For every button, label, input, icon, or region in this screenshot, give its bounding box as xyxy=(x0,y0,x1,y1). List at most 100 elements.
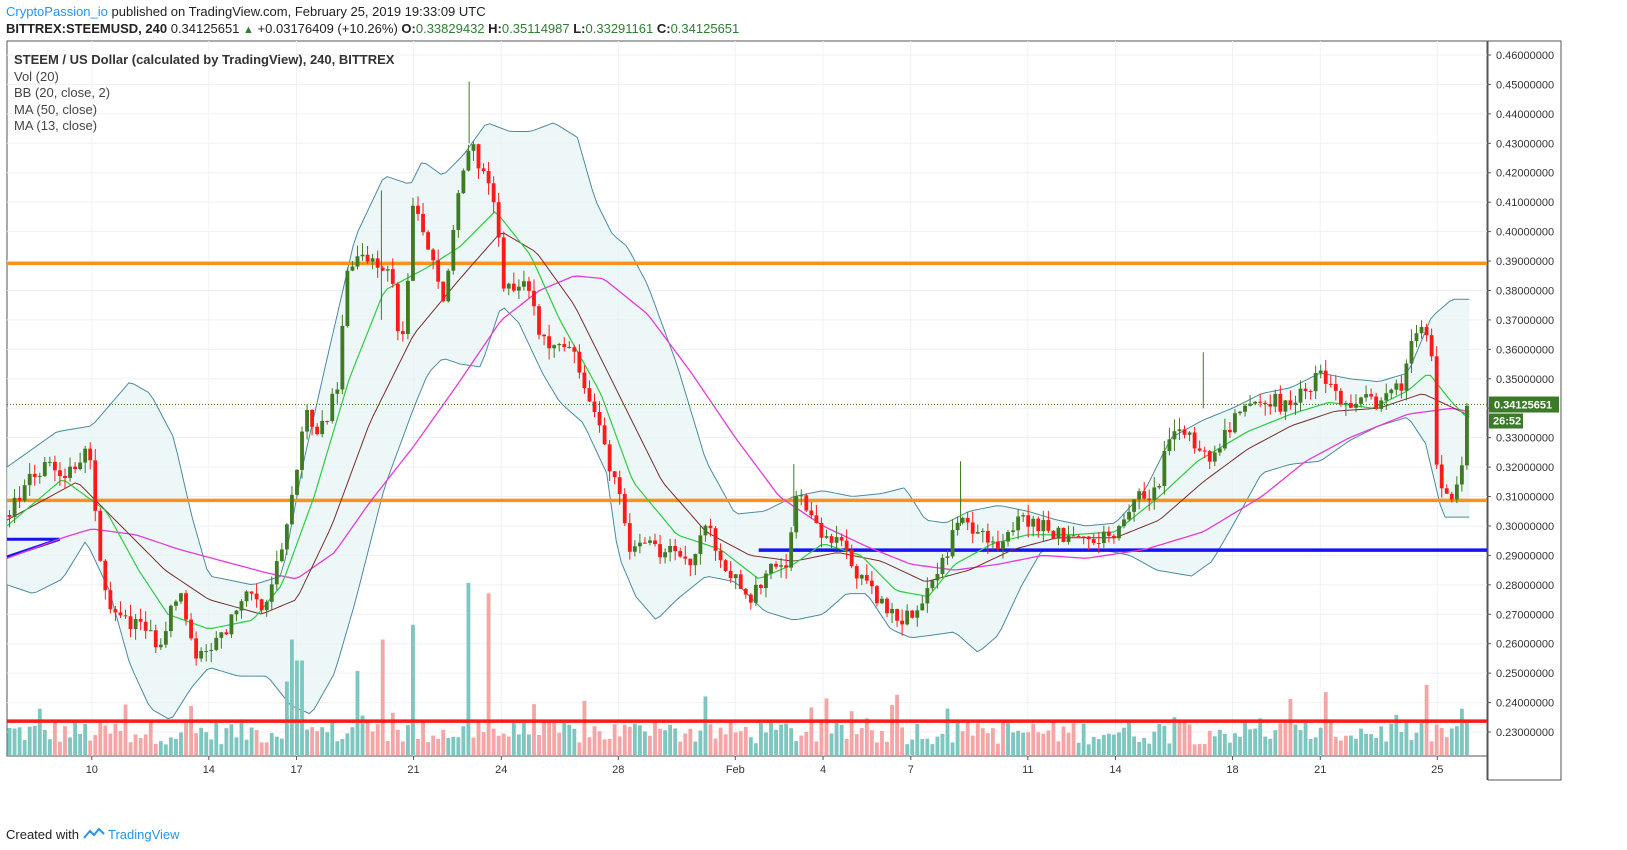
candle-body xyxy=(648,540,652,543)
candle-body xyxy=(683,556,688,559)
volume-bar xyxy=(733,732,738,755)
volume-bar xyxy=(1101,734,1106,755)
volume-bar xyxy=(426,742,431,755)
candle-body xyxy=(168,605,173,632)
volume-bar xyxy=(1429,741,1434,755)
candles xyxy=(7,81,1469,666)
candle-body xyxy=(1147,498,1152,500)
candle-body xyxy=(1031,518,1036,527)
volume-bar xyxy=(1006,722,1010,755)
volume-bar xyxy=(673,728,678,755)
candle-body xyxy=(1011,530,1015,533)
candle-body xyxy=(7,514,12,517)
candle-body xyxy=(940,557,945,574)
countdown-tag-text: 26:52 xyxy=(1493,416,1521,428)
candle-body xyxy=(804,495,809,511)
x-tick-label: 11 xyxy=(1022,764,1033,776)
volume-bar xyxy=(738,731,743,755)
candle-body xyxy=(290,494,294,525)
volume-bar xyxy=(405,725,410,755)
volume-bar xyxy=(78,733,83,755)
candle-body xyxy=(63,475,67,478)
volume-bar xyxy=(1273,730,1278,755)
volume-bar xyxy=(1021,732,1026,755)
candle-body xyxy=(491,183,496,203)
volume-bar xyxy=(163,744,168,755)
candle-body xyxy=(1449,493,1454,500)
price-chart[interactable]: 0.46000000 0.45000000 0.44000000 0.43000000… xyxy=(0,38,1627,798)
volume-bar xyxy=(27,726,32,755)
candle-body xyxy=(930,580,935,589)
volume-bar xyxy=(1459,708,1464,755)
candle-body xyxy=(209,649,214,652)
candle-body xyxy=(264,601,269,611)
candle-body xyxy=(58,470,62,476)
legend-bb[interactable]: BB (20, close, 2) xyxy=(14,85,111,100)
tradingview-logo-icon[interactable] xyxy=(82,827,105,842)
x-axis-ticks: 10 14 17 21 24 28 Feb 4 7 11 14 18 21 25 xyxy=(86,41,1443,776)
volume-bar xyxy=(1081,723,1086,755)
volume-bar xyxy=(859,728,864,755)
footer-brand[interactable]: TradingView xyxy=(108,827,180,842)
volume-bar xyxy=(1434,724,1439,755)
volume-bars xyxy=(7,582,1469,755)
candle-body xyxy=(1101,531,1106,544)
volume-bar xyxy=(138,738,143,755)
candle-body xyxy=(27,473,32,486)
volume-bar xyxy=(365,720,370,755)
candle-body xyxy=(1243,405,1247,412)
candle-body xyxy=(728,570,733,579)
candle-body xyxy=(1409,341,1414,364)
y-tick-label: 0.37000000 xyxy=(1496,315,1554,327)
candle-body xyxy=(1318,370,1323,373)
candle-body xyxy=(1172,431,1177,440)
candle-body xyxy=(864,575,869,581)
volume-bar xyxy=(764,732,768,755)
volume-bar xyxy=(915,723,920,755)
legend-ma13[interactable]: MA (13, close) xyxy=(14,118,98,133)
y-tick-label: 0.26000000 xyxy=(1496,639,1554,651)
author-link[interactable]: CryptoPassion_io xyxy=(6,4,108,19)
candle-body xyxy=(411,205,415,281)
volume-bar xyxy=(385,741,390,755)
candle-body xyxy=(698,535,703,554)
volume-bar xyxy=(1389,723,1394,755)
candle-body xyxy=(269,584,274,602)
candle-body xyxy=(829,536,834,543)
footer: Created with TradingView xyxy=(6,827,180,842)
candle-body xyxy=(375,258,380,268)
volume-bar xyxy=(920,739,925,755)
candle-body xyxy=(814,515,819,523)
legend-ma50[interactable]: MA (50, close) xyxy=(14,101,98,117)
candle-body xyxy=(658,544,662,558)
bb-fill xyxy=(7,123,1470,719)
volume-bar xyxy=(229,724,234,755)
legend-vol[interactable]: Vol (20) xyxy=(14,68,59,84)
volume-bar xyxy=(73,721,78,755)
candle-body xyxy=(279,549,284,562)
candle-body xyxy=(1354,403,1358,408)
candle-body xyxy=(128,616,133,630)
volume-bar xyxy=(718,727,723,755)
volume-bar xyxy=(254,730,259,755)
candle-body xyxy=(915,610,920,618)
volume-bar xyxy=(1167,743,1172,755)
candle-body xyxy=(32,473,37,477)
x-tick-label: 4 xyxy=(820,764,826,776)
candle-body xyxy=(274,561,279,585)
volume-bar xyxy=(1177,720,1182,755)
candle-body xyxy=(506,283,511,289)
candle-body xyxy=(1006,532,1010,542)
chart-legend: STEEM / US Dollar (calculated by Trading… xyxy=(14,52,394,135)
candle-body xyxy=(1253,401,1258,404)
candle-body xyxy=(799,495,804,497)
volume-bar xyxy=(1308,738,1313,755)
volume-bar xyxy=(950,742,955,755)
volume-bar xyxy=(637,725,642,755)
volume-bar xyxy=(1298,730,1303,755)
volume-bar xyxy=(274,736,279,755)
volume-bar xyxy=(874,742,879,755)
candle-body xyxy=(597,411,602,426)
volume-bar xyxy=(728,720,733,755)
volume-bar xyxy=(279,738,284,755)
